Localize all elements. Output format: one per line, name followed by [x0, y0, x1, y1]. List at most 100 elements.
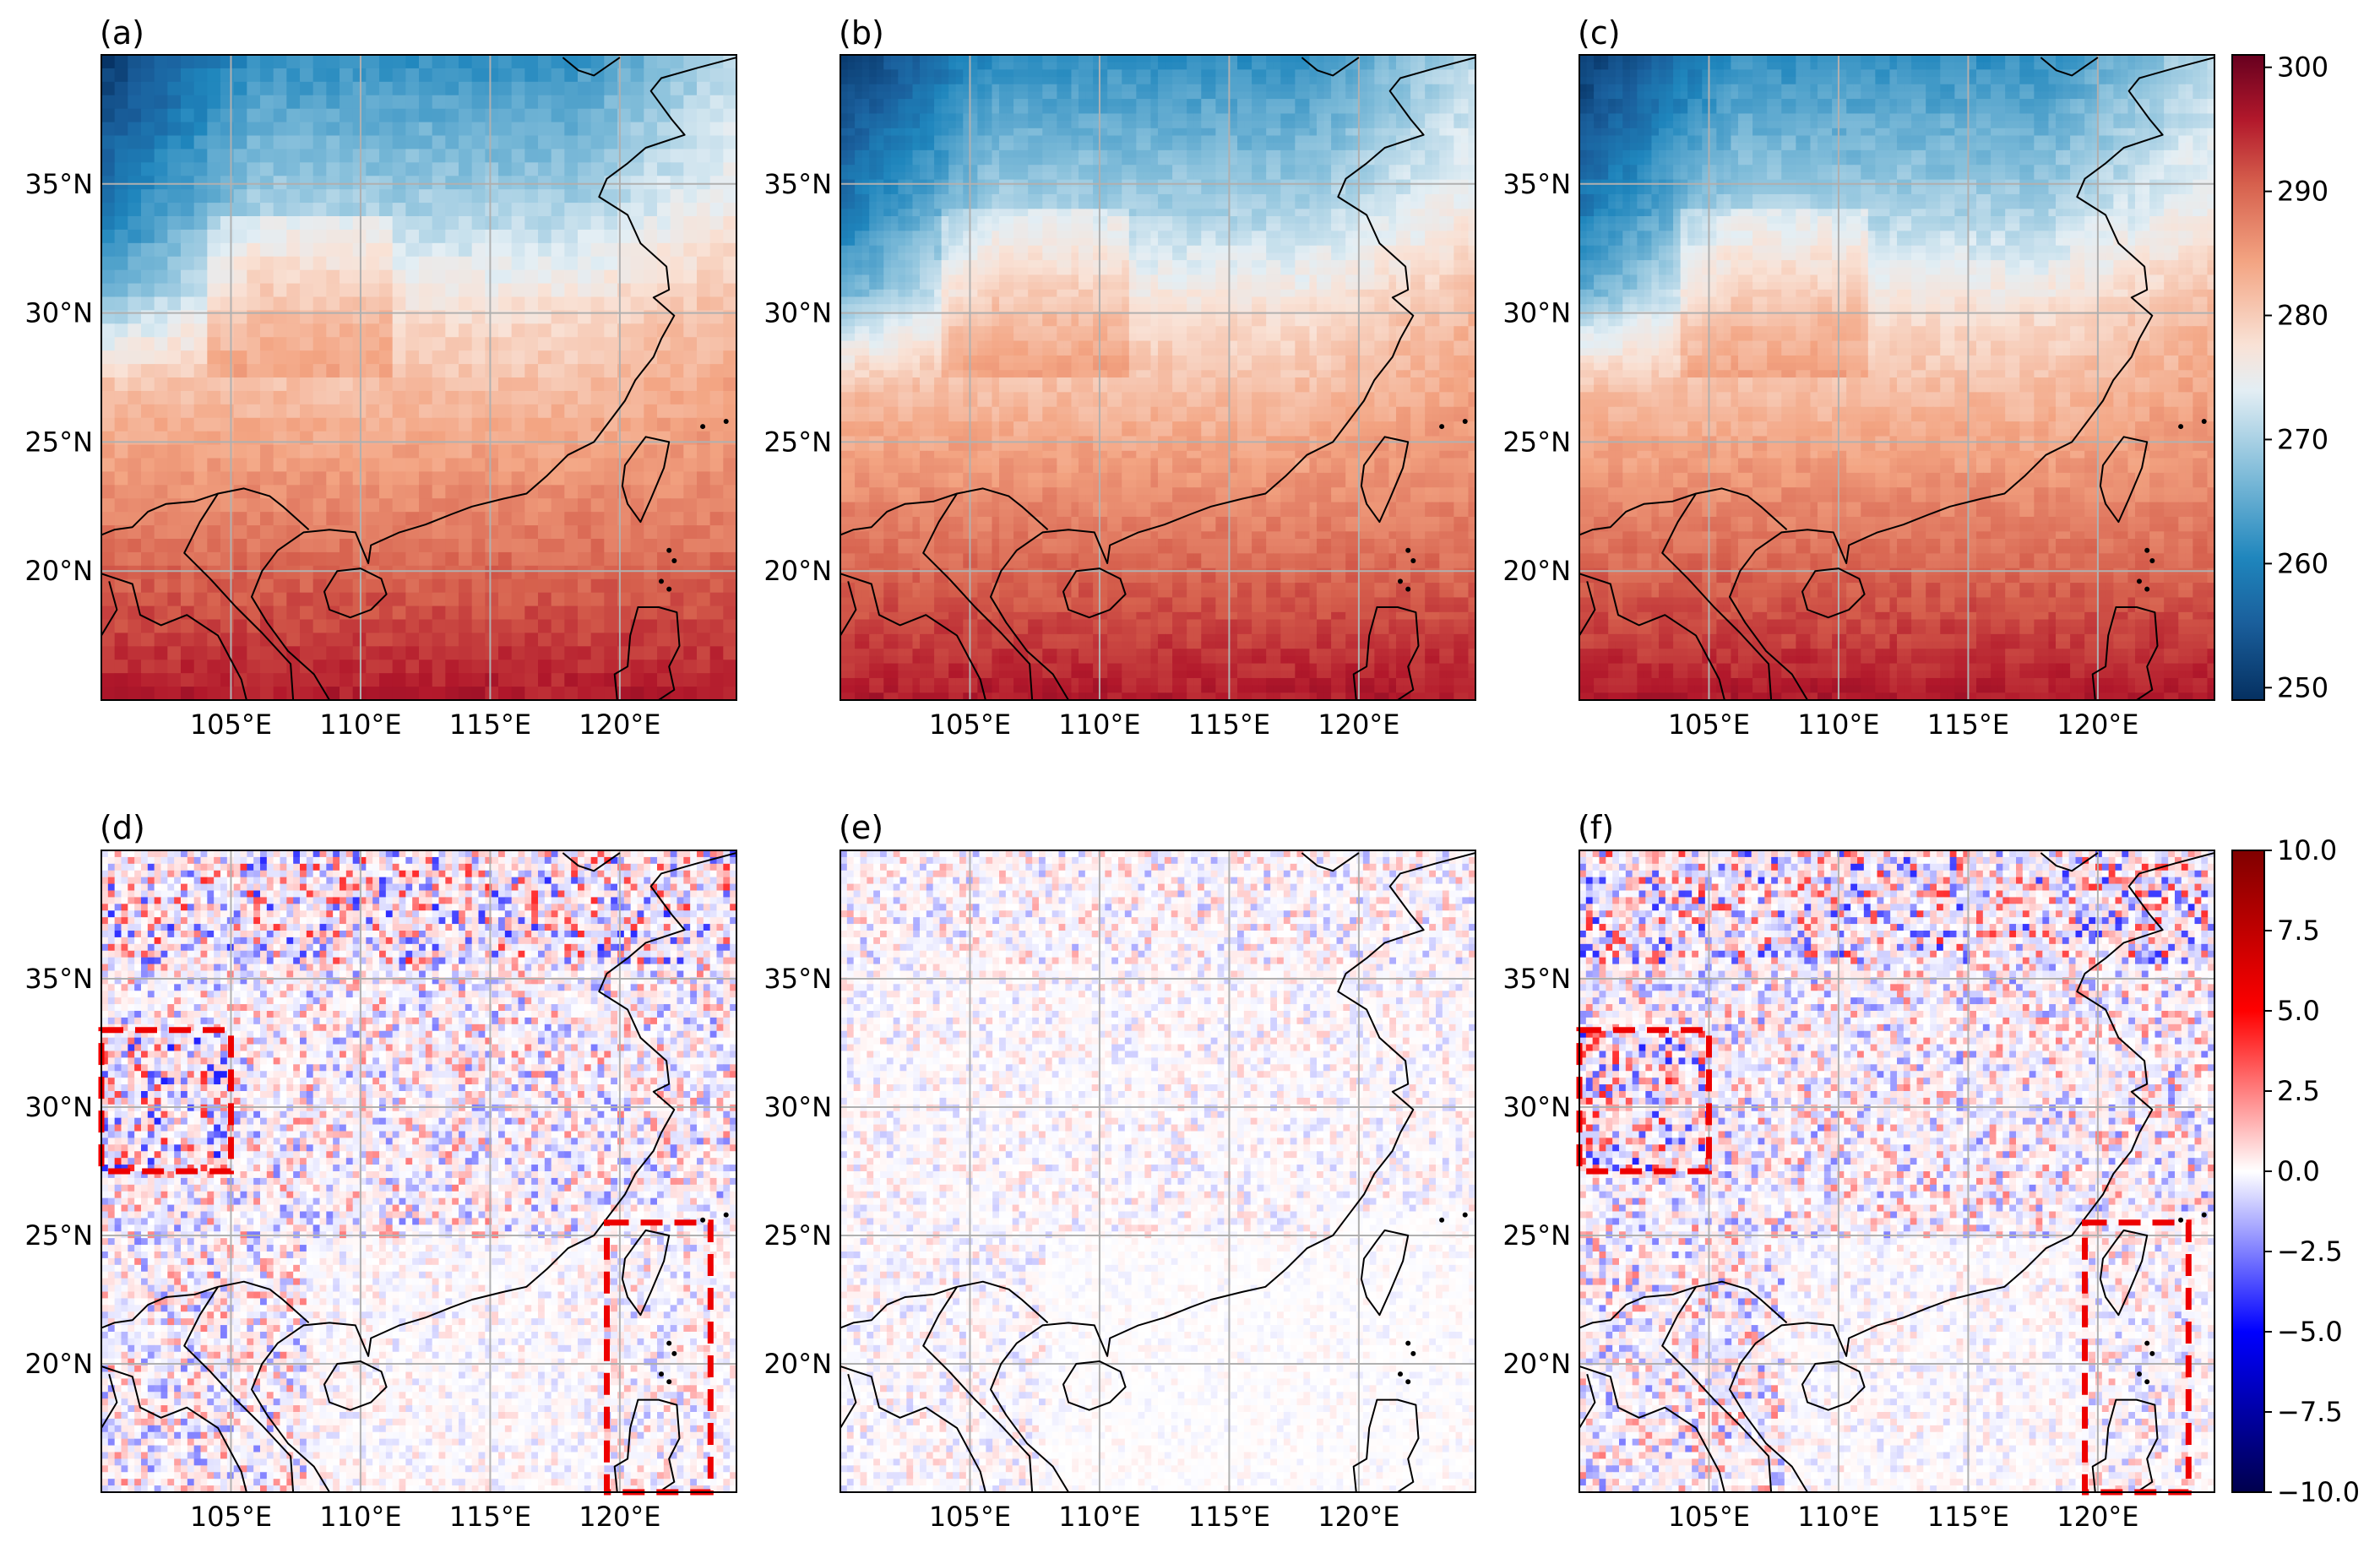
heatmap-cell: [1345, 223, 1354, 231]
heatmap-cell: [670, 122, 684, 137]
heatmap-cell: [1071, 216, 1079, 225]
heatmap-cell: [941, 171, 949, 181]
heatmap-cell: [630, 404, 644, 419]
heatmap-cell: [847, 135, 856, 144]
heatmap-cell: [963, 157, 971, 166]
heatmap-cell: [1122, 99, 1130, 107]
heatmap-cell: [181, 619, 195, 634]
heatmap-cell: [578, 269, 592, 285]
heatmap-cell: [1020, 267, 1029, 276]
heatmap-cell: [723, 578, 736, 594]
heatmap-cell: [405, 256, 420, 271]
heatmap-cell: [1381, 149, 1390, 159]
heatmap-cell: [984, 69, 993, 78]
heatmap-cell: [459, 592, 473, 607]
heatmap-cell: [920, 128, 928, 137]
heatmap-cell: [999, 149, 1008, 159]
heatmap-cell: [485, 350, 499, 365]
heatmap-cell: [630, 498, 644, 513]
heatmap-cell: [1432, 252, 1440, 261]
heatmap-cell: [1114, 149, 1122, 159]
heatmap-cell: [847, 157, 856, 166]
heatmap-cell: [1063, 84, 1073, 93]
heatmap-cell: [934, 84, 943, 93]
heatmap-cell: [445, 162, 459, 176]
heatmap-cell: [1403, 128, 1411, 137]
heatmap-cell: [538, 458, 552, 473]
heatmap-cell: [1388, 267, 1397, 276]
heatmap-cell: [326, 646, 340, 660]
heatmap-cell: [1331, 165, 1339, 173]
heatmap-cell: [926, 238, 935, 247]
heatmap-cell: [1208, 171, 1216, 181]
heatmap-cell: [181, 162, 195, 176]
heatmap-cell: [1352, 135, 1361, 144]
heatmap-cell: [1136, 231, 1144, 239]
heatmap-cell: [340, 458, 354, 473]
heatmap-cell: [340, 646, 354, 660]
heatmap-cell: [1338, 69, 1346, 78]
heatmap-cell: [1266, 121, 1274, 129]
heatmap-cell: [181, 485, 195, 499]
heatmap-cell: [1360, 231, 1368, 239]
heatmap-cell: [1295, 209, 1303, 217]
heatmap-cell: [1425, 91, 1433, 100]
heatmap-cell: [1165, 99, 1173, 107]
heatmap-cell: [1237, 55, 1246, 63]
heatmap-cell: [1454, 231, 1462, 239]
heatmap-cell: [114, 203, 128, 217]
heatmap-cell: [564, 673, 579, 687]
heatmap-cell: [723, 122, 736, 137]
heatmap-cell: [1100, 238, 1108, 247]
heatmap-cell: [1280, 267, 1289, 276]
heatmap-cell: [617, 364, 632, 378]
heatmap-cell: [445, 485, 459, 499]
heatmap-cell: [1013, 245, 1022, 254]
heatmap-cell: [286, 498, 301, 513]
heatmap-cell: [1042, 135, 1051, 144]
heatmap-cell: [247, 269, 261, 285]
heatmap-cell: [697, 229, 711, 244]
heatmap-cell: [1172, 193, 1181, 203]
heatmap-cell: [999, 106, 1008, 115]
heatmap-cell: [538, 444, 552, 459]
heatmap-cell: [1244, 99, 1252, 107]
heatmap-cell: [260, 687, 274, 700]
heatmap-cell: [657, 377, 671, 392]
heatmap-cell: [670, 592, 684, 607]
heatmap-cell: [1280, 231, 1289, 239]
heatmap-cell: [1057, 193, 1065, 203]
heatmap-cell: [1388, 55, 1397, 63]
heatmap-cell: [1417, 121, 1426, 129]
heatmap-cell: [485, 485, 499, 499]
heatmap-cell: [485, 404, 499, 419]
heatmap-cell: [920, 106, 928, 115]
panel-b: 105°E 110°E 115°E 120°E35°N30°N25°N20°N: [763, 54, 1476, 741]
heatmap-cell: [326, 660, 340, 674]
heatmap-cell: [1107, 223, 1116, 231]
heatmap-cell: [1295, 77, 1303, 85]
heatmap-cell: [869, 187, 878, 195]
heatmap-cell: [128, 417, 142, 432]
heatmap-cell: [999, 245, 1008, 254]
heatmap-cell: [1093, 143, 1101, 151]
heatmap-cell: [260, 216, 274, 231]
heatmap-cell: [128, 296, 142, 312]
heatmap-cell: [1460, 77, 1470, 85]
heatmap-cell: [498, 390, 513, 405]
heatmap-cell: [644, 377, 658, 392]
heatmap-cell: [683, 498, 698, 513]
heatmap-cell: [1258, 209, 1267, 217]
heatmap-cell: [876, 99, 884, 107]
heatmap-cell: [984, 267, 993, 276]
heatmap-cell: [233, 122, 247, 137]
heatmap-cell: [963, 106, 971, 115]
heatmap-cell: [1309, 84, 1318, 93]
heatmap-cell: [1338, 165, 1346, 173]
heatmap-cell: [538, 350, 552, 365]
heatmap-cell: [970, 99, 978, 107]
heatmap-cell: [260, 242, 274, 258]
heatmap-cell: [1035, 121, 1043, 129]
heatmap-cell: [709, 95, 724, 110]
heatmap-cell: [1454, 201, 1462, 209]
